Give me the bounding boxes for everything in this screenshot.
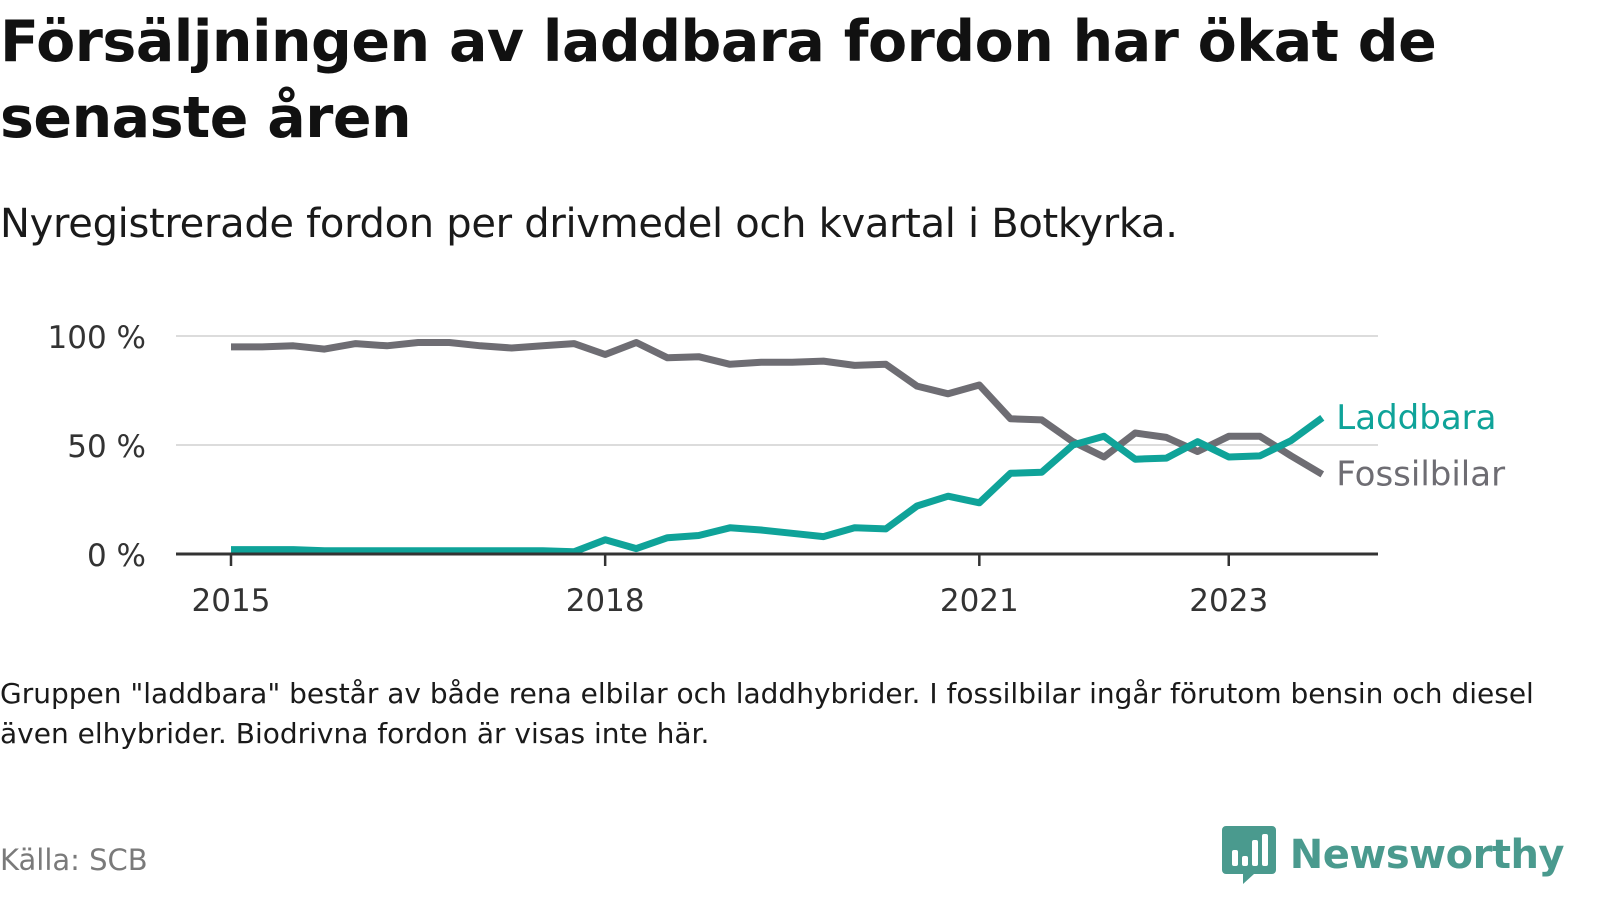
x-tick-label: 2018 [566, 583, 645, 619]
chart-series [231, 339, 1325, 556]
chart-labels: 0 % 50 % 100 % 2015 2018 2021 2023 Laddbara Foss… [48, 320, 1506, 619]
chart-title: Försäljningen av laddbara fordon har öka… [0, 9, 1437, 151]
x-tick-label: 2015 [192, 583, 271, 619]
series-line-fossilbilar [231, 339, 1325, 478]
legend-label-fossilbilar: Fossilbilar [1336, 454, 1505, 494]
series-line-laddbara [231, 414, 1325, 556]
legend-label-laddbara: Laddbara [1336, 398, 1496, 438]
newsworthy-logo-icon [1221, 826, 1276, 884]
line-chart: 0 % 50 % 100 % 2015 2018 2021 2023 Laddbara Foss… [48, 320, 1506, 619]
x-tick-label: 2021 [940, 583, 1019, 619]
chart-subtitle: Nyregistrerade fordon per drivmedel och … [0, 201, 1178, 247]
newsworthy-logo-text: Newsworthy [1289, 832, 1565, 878]
chart-axes [176, 552, 1378, 566]
source-label: Källa: SCB [0, 843, 148, 877]
y-tick-label: 50 % [67, 429, 146, 465]
chart-grid [176, 335, 1378, 446]
x-tick-label: 2023 [1189, 583, 1268, 619]
chart-footnote: Gruppen "laddbara" består av både rena e… [0, 677, 1534, 750]
newsworthy-logo[interactable]: Newsworthy [1221, 826, 1565, 884]
y-tick-label: 100 % [48, 320, 146, 356]
y-tick-label: 0 % [87, 538, 146, 574]
